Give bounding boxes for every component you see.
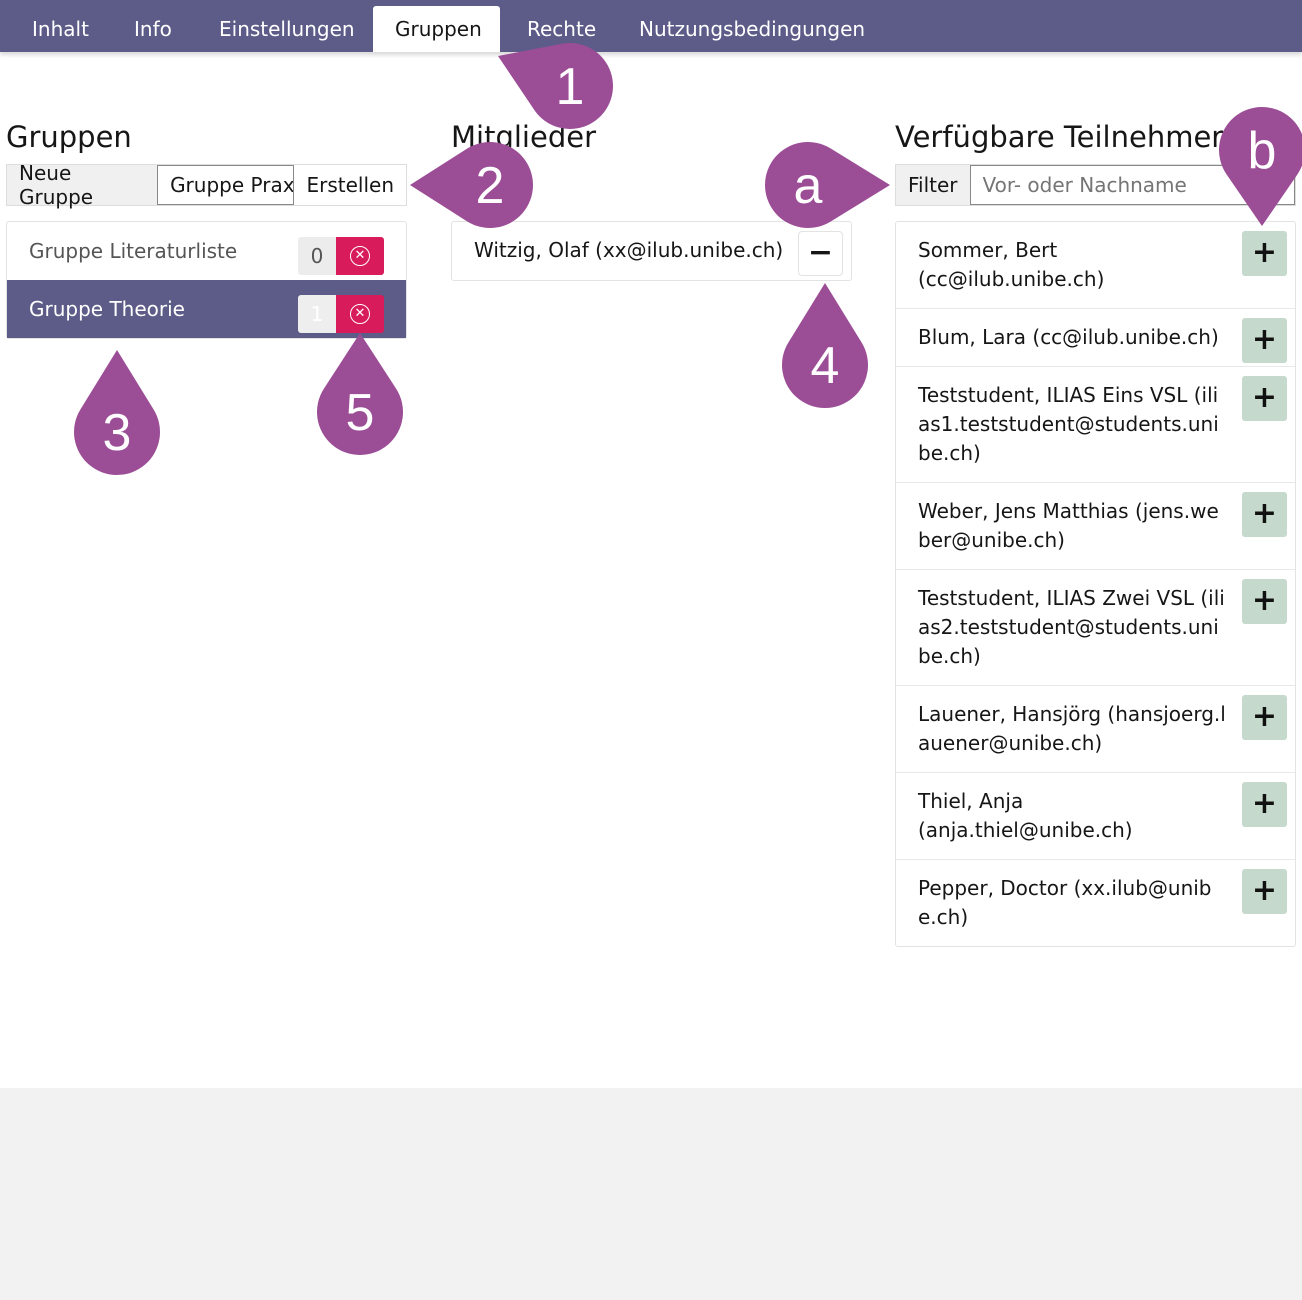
participant-item: Blum, Lara (cc@ilub.unibe.ch) + [896,309,1295,367]
member-list: Witzig, Olaf (xx@ilub.unibe.ch) − [451,221,852,281]
groups-title: Gruppen [6,120,132,154]
tab-inhalt[interactable]: Inhalt [32,17,89,41]
available-title: Verfügbare Teilnehmer [895,120,1224,154]
tab-bar: Inhalt Info Einstellungen Gruppen Rechte… [0,0,1302,52]
close-circle-icon: ✕ [350,246,370,266]
filter-group: Filter [895,164,1296,206]
participant-name: Weber, Jens Matthias (jens.weber@unibe.c… [918,499,1219,552]
participant-item: Lauener, Hansjörg (hansjoerg.lauener@uni… [896,686,1295,773]
add-participant-button[interactable]: + [1242,231,1287,276]
close-circle-icon: ✕ [350,304,370,324]
participant-name: Sommer, Bert (cc@ilub.unibe.ch) [918,238,1105,291]
group-item[interactable]: Gruppe Literaturliste 0 ✕ [7,222,406,280]
participant-name: Thiel, Anja (anja.thiel@unibe.ch) [918,789,1133,842]
add-participant-button[interactable]: + [1242,376,1287,421]
create-button[interactable]: Erstellen [294,165,406,205]
participant-name: Blum, Lara (cc@ilub.unibe.ch) [918,325,1219,349]
participant-item: Teststudent, ILIAS Eins VSL (ilias1.test… [896,367,1295,483]
participant-item: Sommer, Bert (cc@ilub.unibe.ch) + [896,222,1295,309]
group-list: Gruppe Literaturliste 0 ✕ Gruppe Theorie… [6,221,407,339]
tab-info[interactable]: Info [134,17,172,41]
page: Inhalt Info Einstellungen Gruppen Rechte… [0,0,1302,1088]
tab-rechte[interactable]: Rechte [527,17,597,41]
participant-item: Pepper, Doctor (xx.ilub@unibe.ch) + [896,860,1295,946]
new-group-form: Neue Gruppe Gruppe Prax Erstellen [6,161,407,209]
members-title: Mitglieder [451,120,596,154]
participant-item: Thiel, Anja (anja.thiel@unibe.ch) + [896,773,1295,860]
filter-label: Filter [896,165,970,205]
add-participant-button[interactable]: + [1242,579,1287,624]
new-group-input[interactable]: Gruppe Prax [157,165,295,205]
member-item: Witzig, Olaf (xx@ilub.unibe.ch) − [452,222,851,280]
group-name: Gruppe Literaturliste [29,239,238,263]
group-name: Gruppe Theorie [29,297,185,321]
member-count: 1 [298,295,336,333]
member-name: Witzig, Olaf (xx@ilub.unibe.ch) [474,238,784,262]
participant-name: Pepper, Doctor (xx.ilub@unibe.ch) [918,876,1212,929]
add-participant-button[interactable]: + [1242,695,1287,740]
member-count: 0 [298,237,336,275]
add-participant-button[interactable]: + [1242,492,1287,537]
delete-group-button[interactable]: ✕ [336,295,384,333]
available-list: Sommer, Bert (cc@ilub.unibe.ch) + Blum, L… [895,221,1296,947]
tab-gruppen[interactable]: Gruppen [373,6,500,52]
participant-item: Weber, Jens Matthias (jens.weber@unibe.c… [896,483,1295,570]
filter-input[interactable] [969,165,1295,205]
add-participant-button[interactable]: + [1242,318,1287,363]
add-participant-button[interactable]: + [1242,782,1287,827]
add-participant-button[interactable]: + [1242,869,1287,914]
tab-nutzungsbedingungen[interactable]: Nutzungsbedingungen [639,17,866,41]
group-item[interactable]: Gruppe Theorie 1 ✕ [7,280,406,338]
participant-name: Lauener, Hansjörg (hansjoerg.lauener@uni… [918,702,1226,755]
remove-member-button[interactable]: − [798,231,843,276]
delete-group-button[interactable]: ✕ [336,237,384,275]
tab-einstellungen[interactable]: Einstellungen [219,17,355,41]
participant-name: Teststudent, ILIAS Eins VSL (ilias1.test… [918,383,1219,465]
participant-name: Teststudent, ILIAS Zwei VSL (ilias2.test… [918,586,1225,668]
participant-item: Teststudent, ILIAS Zwei VSL (ilias2.test… [896,570,1295,686]
new-group-label: Neue Gruppe [7,161,158,209]
